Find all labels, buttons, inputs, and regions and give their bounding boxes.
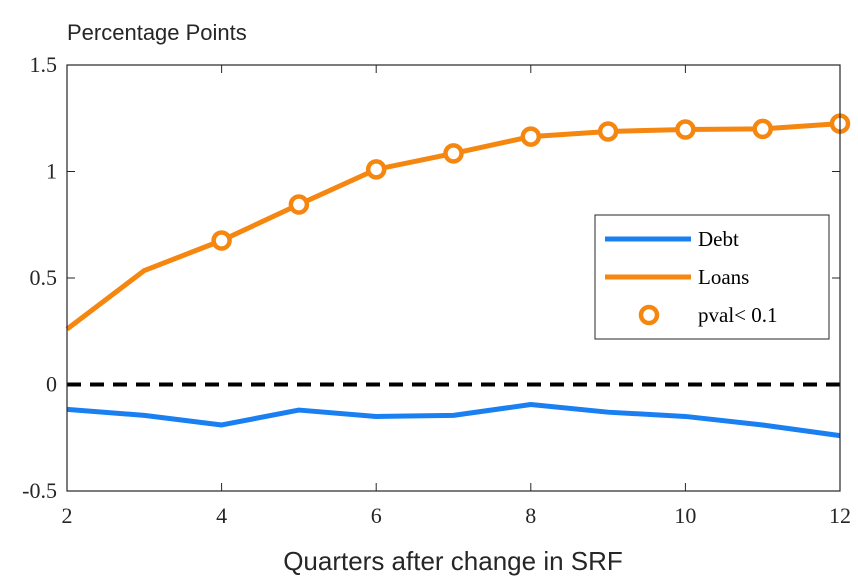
x-tick-label: 10 xyxy=(674,503,696,528)
marker xyxy=(365,159,387,180)
marker xyxy=(288,194,310,215)
marker xyxy=(520,126,542,147)
x-tick-label: 8 xyxy=(525,503,536,528)
marker xyxy=(752,118,773,140)
marker xyxy=(675,119,696,140)
y-tick-label: 1.5 xyxy=(30,52,58,77)
marker xyxy=(211,230,232,251)
series-line xyxy=(66,402,841,439)
x-axis-label: Quarters after change in SRF xyxy=(283,546,623,576)
legend-label: Debt xyxy=(698,227,739,251)
legend-marker xyxy=(638,304,660,326)
y-tick-label: 0.5 xyxy=(30,265,58,290)
marker xyxy=(597,121,619,142)
chart-title: Percentage Points xyxy=(67,20,247,45)
x-tick-label: 12 xyxy=(829,503,851,528)
x-tick-label: 4 xyxy=(216,503,227,528)
y-tick-label: 1 xyxy=(46,159,57,184)
x-tick-label: 6 xyxy=(371,503,382,528)
marker xyxy=(443,143,464,164)
y-tick-label: -0.5 xyxy=(22,478,57,503)
x-tick-label: 2 xyxy=(62,503,73,528)
legend-label: Loans xyxy=(698,265,749,289)
legend-label: pval< 0.1 xyxy=(698,303,778,327)
plot-frame xyxy=(66,64,841,492)
y-tick-label: 0 xyxy=(46,372,57,397)
